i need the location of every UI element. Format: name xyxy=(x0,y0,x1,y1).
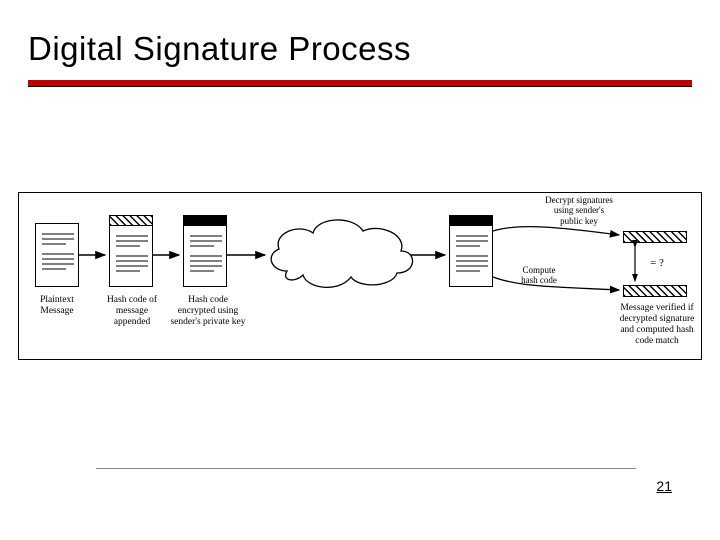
diagram-frame: Plaintext Message Hash code of message a… xyxy=(18,192,702,360)
slide-title: Digital Signature Process xyxy=(28,30,411,68)
slide: Digital Signature Process Plaintext Mess… xyxy=(0,0,720,540)
page-number: 21 xyxy=(656,478,672,494)
footer-line xyxy=(96,468,636,469)
title-underline-thin xyxy=(28,86,692,87)
arrow-layer xyxy=(19,193,701,359)
